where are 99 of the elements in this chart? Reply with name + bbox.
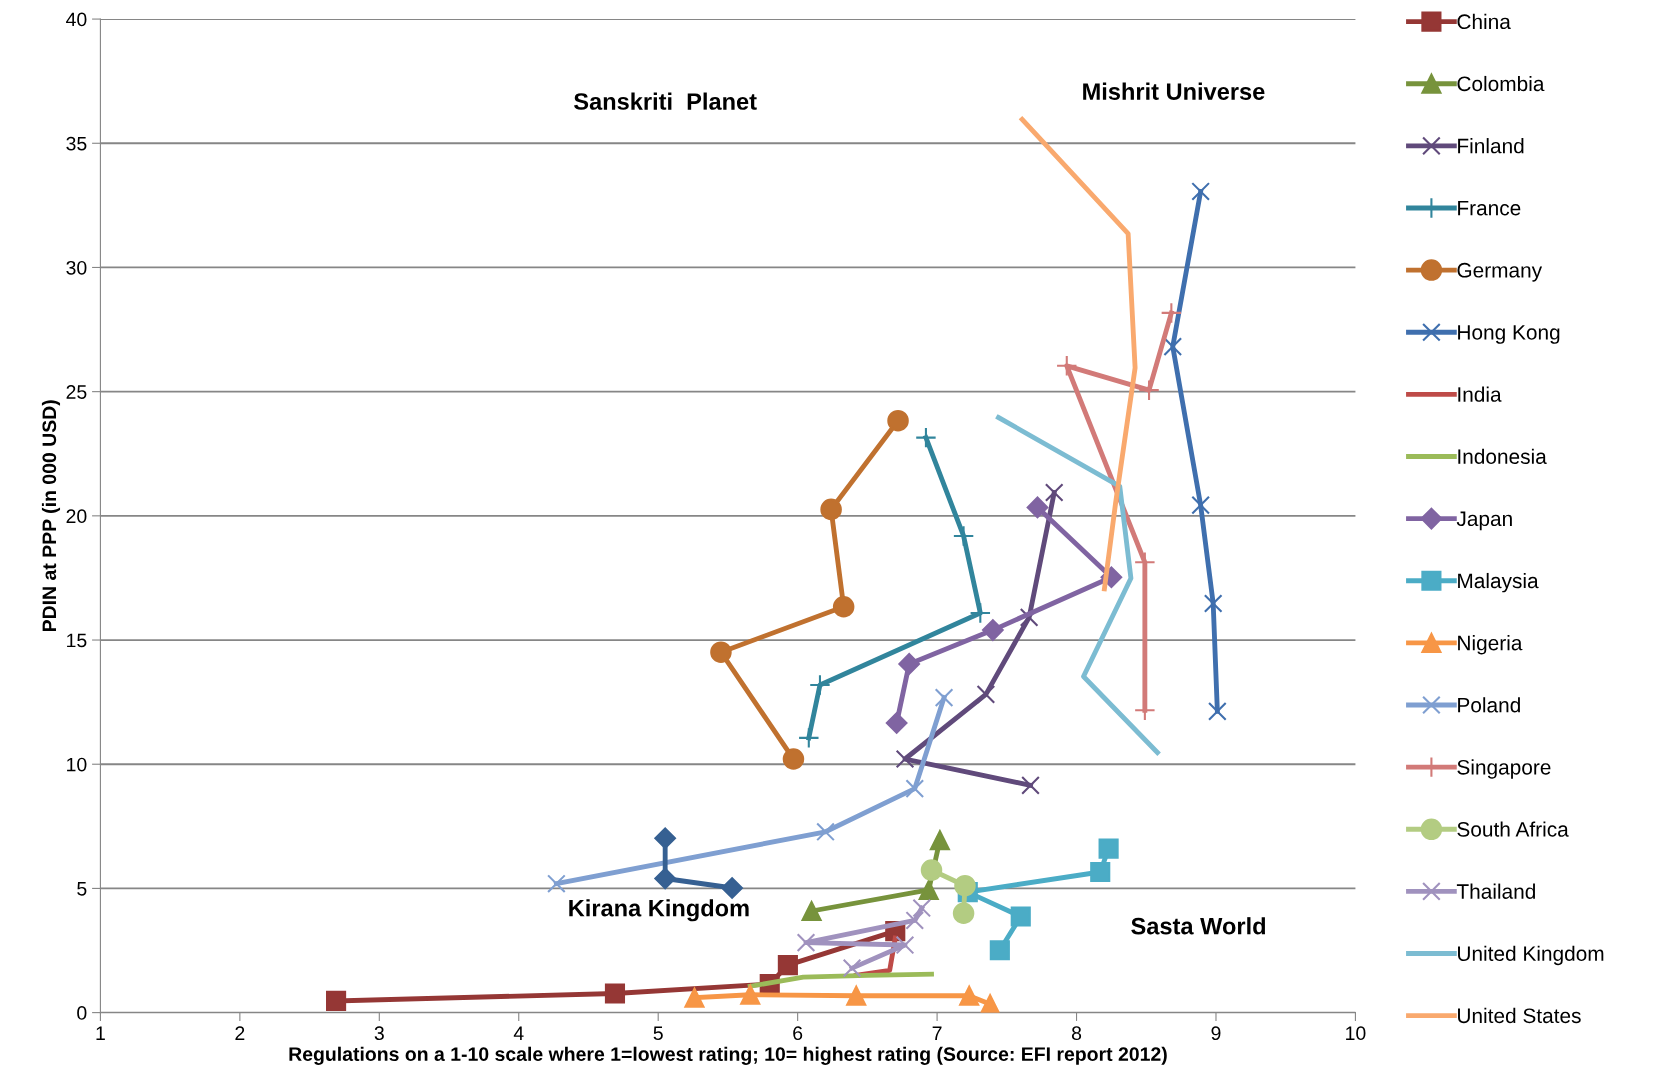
point <box>547 874 566 894</box>
y-tick-label: 15 <box>67 633 87 648</box>
legend-label: South Africa <box>1457 821 1569 837</box>
x-axis-title: Regulations on a 1-10 scale where 1=lowest rating; 10= highest rating (Source: EFI report 2012) <box>289 1046 1167 1065</box>
point <box>846 985 867 1006</box>
point <box>885 712 908 734</box>
legend-label: Poland <box>1458 697 1520 713</box>
point <box>1203 594 1223 613</box>
point <box>721 877 743 899</box>
legend-label: Colombia <box>1457 75 1545 92</box>
point <box>842 958 862 978</box>
legend-label: United States <box>1458 1007 1581 1024</box>
legend-label: Hong Kong <box>1458 325 1560 344</box>
point <box>976 685 996 704</box>
point <box>1160 302 1183 324</box>
legend-label: Finland <box>1458 138 1524 154</box>
line-series <box>1019 116 1138 592</box>
y-tick-label: 10 <box>67 757 87 772</box>
annotation: Sanskriti Planet <box>574 92 757 110</box>
x-tick-label: 7 <box>932 1026 942 1040</box>
point <box>1208 701 1227 721</box>
point <box>959 985 980 1006</box>
point <box>710 641 732 663</box>
legend-label: Nigeria <box>1458 635 1523 655</box>
legend-label: China <box>1457 13 1511 30</box>
point <box>1098 838 1119 859</box>
point <box>912 898 932 918</box>
point <box>898 653 921 675</box>
line-series <box>996 415 1160 755</box>
point <box>832 595 855 618</box>
legend-label: India <box>1458 386 1502 402</box>
point <box>1090 861 1111 883</box>
point <box>920 859 943 881</box>
point <box>982 619 1004 641</box>
x-tick-label: 2 <box>235 1026 245 1040</box>
point <box>895 749 915 769</box>
point <box>1010 906 1031 927</box>
x-tick-label: 9 <box>1211 1026 1221 1041</box>
x-tick-label: 3 <box>374 1026 384 1041</box>
point <box>969 602 992 624</box>
y-tick-label: 0 <box>77 1006 87 1020</box>
legend-label: Thailand <box>1456 883 1535 899</box>
point <box>954 874 976 897</box>
x-tick-label: 6 <box>793 1026 803 1041</box>
x-tick-label: 8 <box>1071 1026 1082 1041</box>
point <box>816 822 835 842</box>
point <box>1021 775 1040 795</box>
legend-label: Indonesia <box>1458 448 1547 464</box>
point <box>801 900 822 922</box>
x-tick-label: 5 <box>653 1026 663 1041</box>
point <box>918 879 939 900</box>
point <box>1026 496 1049 519</box>
point <box>1191 182 1211 201</box>
point <box>1163 337 1183 357</box>
legend-label: United Kingdom <box>1458 945 1604 966</box>
point <box>654 867 677 890</box>
point <box>887 409 909 432</box>
point <box>809 674 831 696</box>
point <box>820 498 842 521</box>
point <box>1056 355 1078 377</box>
y-tick-label: 5 <box>77 882 87 896</box>
point <box>934 688 954 708</box>
legend-label: France <box>1458 200 1521 216</box>
point <box>989 940 1010 961</box>
point <box>1191 495 1211 515</box>
legend-label: Japan <box>1456 511 1512 531</box>
legend-label: Germany <box>1457 262 1543 282</box>
point <box>326 990 347 1011</box>
annotation: Mishrit Universe <box>1083 82 1265 100</box>
point <box>796 933 816 952</box>
annotation: Kirana Kingdom <box>569 899 749 922</box>
legend-label: Singapore <box>1457 759 1551 779</box>
y-tick-label: 30 <box>66 260 87 275</box>
point <box>654 827 677 850</box>
point <box>1044 483 1064 502</box>
point <box>604 983 626 1004</box>
point <box>782 748 805 770</box>
point <box>905 911 925 930</box>
y-tick-label: 20 <box>66 509 87 524</box>
point <box>895 935 915 955</box>
point <box>1138 379 1160 401</box>
point <box>684 987 705 1008</box>
legend-label: Malaysia <box>1458 572 1539 593</box>
point <box>740 984 761 1005</box>
point <box>952 525 975 547</box>
point <box>915 426 937 449</box>
point <box>798 727 820 749</box>
annotation: Sasta World <box>1131 917 1266 935</box>
point <box>952 902 975 925</box>
x-tick-label: 10 <box>1346 1026 1366 1041</box>
y-tick-label: 35 <box>66 136 87 151</box>
point <box>905 779 925 798</box>
y-tick-label: 25 <box>66 385 87 399</box>
y-axis-title: PDIN at PPP (in 000 USD) <box>41 400 61 632</box>
point <box>777 955 798 976</box>
x-tick-label: 4 <box>513 1026 524 1040</box>
y-tick-label: 40 <box>66 12 87 27</box>
point <box>929 830 950 851</box>
x-tick-label: 1 <box>96 1026 105 1040</box>
